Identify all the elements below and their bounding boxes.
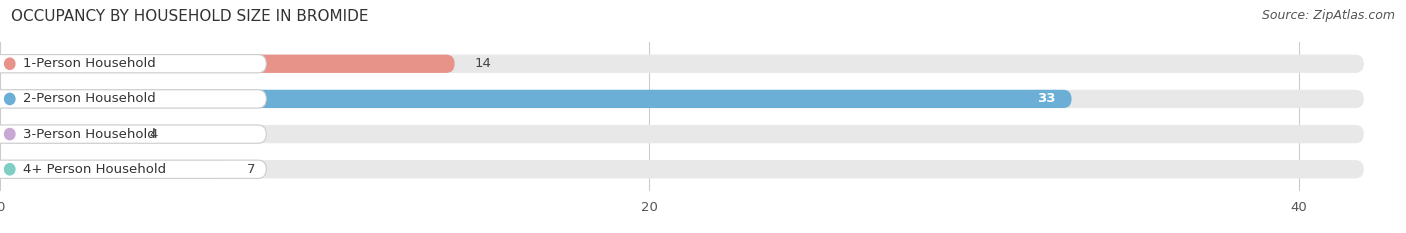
FancyBboxPatch shape (0, 55, 266, 73)
Text: 14: 14 (474, 57, 491, 70)
Circle shape (4, 128, 15, 140)
FancyBboxPatch shape (0, 125, 129, 143)
Circle shape (4, 164, 15, 175)
FancyBboxPatch shape (0, 55, 1364, 73)
Text: 4: 4 (149, 128, 157, 140)
Text: 4+ Person Household: 4+ Person Household (22, 163, 166, 176)
FancyBboxPatch shape (0, 90, 1071, 108)
Circle shape (4, 58, 15, 69)
Text: OCCUPANCY BY HOUSEHOLD SIZE IN BROMIDE: OCCUPANCY BY HOUSEHOLD SIZE IN BROMIDE (11, 9, 368, 24)
FancyBboxPatch shape (0, 160, 1364, 178)
Text: 3-Person Household: 3-Person Household (22, 128, 156, 140)
Text: 33: 33 (1036, 93, 1056, 105)
FancyBboxPatch shape (0, 90, 266, 108)
FancyBboxPatch shape (0, 160, 228, 178)
FancyBboxPatch shape (0, 125, 1364, 143)
FancyBboxPatch shape (0, 90, 1364, 108)
Text: 2-Person Household: 2-Person Household (22, 93, 156, 105)
FancyBboxPatch shape (0, 55, 454, 73)
Text: 7: 7 (247, 163, 256, 176)
Text: 1-Person Household: 1-Person Household (22, 57, 156, 70)
Circle shape (4, 93, 15, 105)
Text: Source: ZipAtlas.com: Source: ZipAtlas.com (1261, 9, 1395, 22)
FancyBboxPatch shape (0, 160, 266, 178)
FancyBboxPatch shape (0, 125, 266, 143)
